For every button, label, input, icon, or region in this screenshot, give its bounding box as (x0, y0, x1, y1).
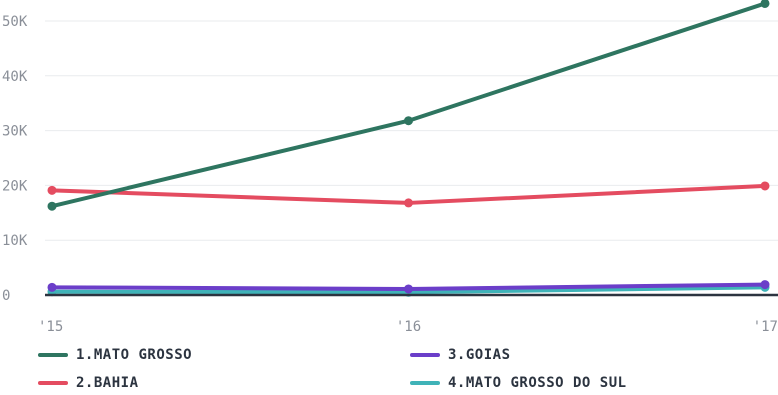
data-point (404, 284, 413, 294)
data-point (760, 181, 770, 191)
data-point (47, 185, 57, 195)
data-point (47, 201, 57, 211)
data-point (760, 0, 770, 8)
y-tick-label: 20K (2, 178, 28, 194)
x-tick-label: '15 (38, 319, 63, 335)
y-tick-label: 50K (2, 14, 28, 30)
x-tick-label: '16 (396, 319, 421, 335)
data-point (404, 116, 413, 126)
y-tick-label: 10K (2, 233, 28, 249)
x-tick-label: '17 (753, 319, 778, 335)
series-line (50, 1, 767, 209)
data-point (47, 282, 57, 292)
y-tick-label: 0 (2, 288, 10, 304)
data-point (404, 198, 413, 208)
data-point (760, 280, 770, 290)
y-tick-label: 40K (2, 69, 28, 85)
y-tick-label: 30K (2, 124, 28, 140)
